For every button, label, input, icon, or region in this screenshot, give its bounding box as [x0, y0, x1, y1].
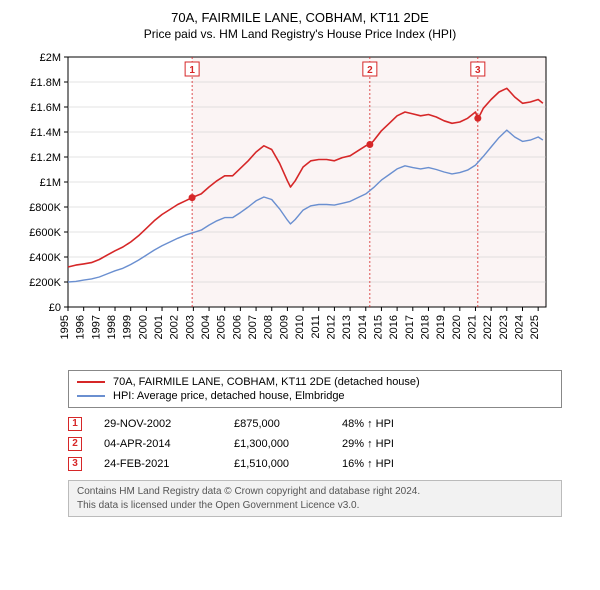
- legend-label: 70A, FAIRMILE LANE, COBHAM, KT11 2DE (de…: [113, 376, 420, 388]
- svg-text:2000: 2000: [137, 315, 149, 339]
- svg-text:2003: 2003: [184, 315, 196, 339]
- svg-text:2: 2: [367, 65, 373, 76]
- svg-text:2013: 2013: [341, 315, 353, 339]
- svg-text:2016: 2016: [388, 315, 400, 339]
- events-table: 1 29-NOV-2002 £875,000 48% ↑ HPI 2 04-AP…: [68, 414, 562, 474]
- svg-text:2005: 2005: [216, 315, 228, 339]
- event-marker-icon: 2: [68, 437, 82, 451]
- legend: 70A, FAIRMILE LANE, COBHAM, KT11 2DE (de…: [68, 370, 562, 408]
- svg-text:2010: 2010: [294, 315, 306, 339]
- svg-text:£1.8M: £1.8M: [30, 77, 61, 89]
- footer-line: Contains HM Land Registry data © Crown c…: [77, 485, 553, 499]
- svg-text:2009: 2009: [278, 315, 290, 339]
- svg-text:£1M: £1M: [40, 177, 61, 189]
- event-price: £875,000: [234, 418, 320, 430]
- event-price: £1,300,000: [234, 438, 320, 450]
- svg-text:2008: 2008: [263, 315, 275, 339]
- svg-text:2021: 2021: [466, 315, 478, 339]
- footer-line: This data is licensed under the Open Gov…: [77, 499, 553, 513]
- svg-text:2025: 2025: [529, 315, 541, 339]
- svg-text:£1.2M: £1.2M: [30, 152, 61, 164]
- svg-text:1999: 1999: [122, 315, 134, 339]
- svg-text:£200K: £200K: [29, 277, 61, 289]
- svg-text:2022: 2022: [482, 315, 494, 339]
- svg-text:1995: 1995: [59, 315, 71, 339]
- event-price: £1,510,000: [234, 458, 320, 470]
- svg-text:1: 1: [189, 65, 195, 76]
- svg-text:1997: 1997: [90, 315, 102, 339]
- event-row: 3 24-FEB-2021 £1,510,000 16% ↑ HPI: [68, 454, 562, 474]
- event-pct: 16% ↑ HPI: [342, 458, 562, 470]
- legend-label: HPI: Average price, detached house, Elmb…: [113, 390, 345, 402]
- price-chart: £0 £200K £400K £600K £800K £1M £1.2M £1.4M £1.6M…: [12, 49, 588, 364]
- footer-attribution: Contains HM Land Registry data © Crown c…: [68, 480, 562, 517]
- event-marker-icon: 3: [68, 457, 82, 471]
- legend-swatch: [77, 381, 105, 383]
- svg-text:£1.4M: £1.4M: [30, 127, 61, 139]
- svg-text:2012: 2012: [325, 315, 337, 339]
- svg-text:2006: 2006: [231, 315, 243, 339]
- svg-text:£800K: £800K: [29, 202, 61, 214]
- svg-text:2001: 2001: [153, 315, 165, 339]
- legend-item: 70A, FAIRMILE LANE, COBHAM, KT11 2DE (de…: [77, 375, 553, 389]
- page-subtitle: Price paid vs. HM Land Registry's House …: [12, 27, 588, 41]
- legend-item: HPI: Average price, detached house, Elmb…: [77, 389, 553, 403]
- svg-text:2018: 2018: [419, 315, 431, 339]
- svg-text:2019: 2019: [435, 315, 447, 339]
- page-title: 70A, FAIRMILE LANE, COBHAM, KT11 2DE: [12, 10, 588, 25]
- svg-text:2023: 2023: [498, 315, 510, 339]
- svg-text:£0: £0: [49, 302, 61, 314]
- svg-text:£600K: £600K: [29, 227, 61, 239]
- svg-text:2015: 2015: [372, 315, 384, 339]
- event-date: 29-NOV-2002: [104, 418, 212, 430]
- svg-text:2017: 2017: [404, 315, 416, 339]
- event-marker-icon: 1: [68, 417, 82, 431]
- svg-text:2011: 2011: [310, 315, 322, 339]
- event-row: 1 29-NOV-2002 £875,000 48% ↑ HPI: [68, 414, 562, 434]
- svg-text:1996: 1996: [75, 315, 87, 339]
- svg-text:£1.6M: £1.6M: [30, 102, 61, 114]
- svg-text:£400K: £400K: [29, 252, 61, 264]
- svg-text:2004: 2004: [200, 315, 212, 339]
- svg-text:2024: 2024: [513, 315, 525, 339]
- event-date: 04-APR-2014: [104, 438, 212, 450]
- svg-text:2014: 2014: [357, 315, 369, 339]
- svg-text:2020: 2020: [451, 315, 463, 339]
- svg-text:2007: 2007: [247, 315, 259, 339]
- event-row: 2 04-APR-2014 £1,300,000 29% ↑ HPI: [68, 434, 562, 454]
- event-date: 24-FEB-2021: [104, 458, 212, 470]
- svg-text:1998: 1998: [106, 315, 118, 339]
- svg-text:3: 3: [475, 65, 481, 76]
- event-pct: 48% ↑ HPI: [342, 418, 562, 430]
- svg-text:£2M: £2M: [40, 52, 61, 64]
- event-pct: 29% ↑ HPI: [342, 438, 562, 450]
- legend-swatch: [77, 395, 105, 397]
- svg-text:2002: 2002: [169, 315, 181, 339]
